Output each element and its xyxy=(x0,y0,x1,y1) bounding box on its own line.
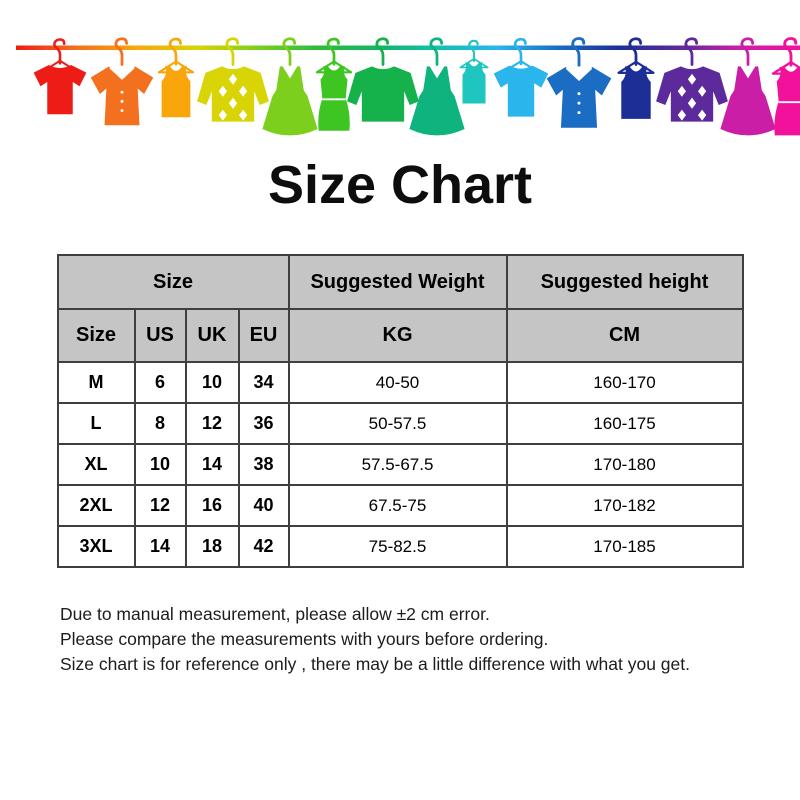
banner-garment-dress-icon xyxy=(409,37,465,136)
banner-rod xyxy=(16,45,800,50)
note-line-1: Due to manual measurement, please allow … xyxy=(60,604,490,624)
size-row: 3XL 14 18 42 75-82.5 170-185 xyxy=(56,525,744,568)
clothes-banner-graphic xyxy=(16,37,800,136)
size-cell: 12 xyxy=(133,484,187,527)
size-cell: 40-50 xyxy=(287,361,508,404)
size-row: L 8 12 36 50-57.5 160-175 xyxy=(56,402,744,445)
size-chart-table: Size Suggested Weight Suggested height S… xyxy=(56,254,744,568)
group-header-weight: Suggested Weight xyxy=(287,254,508,310)
size-cell: 160-170 xyxy=(505,361,744,404)
group-header-row: Size Suggested Weight Suggested height xyxy=(56,254,744,310)
size-cell: 75-82.5 xyxy=(287,525,508,568)
banner-garment-shirt-icon xyxy=(546,37,612,128)
size-cell: 50-57.5 xyxy=(287,402,508,445)
size-cell: 42 xyxy=(237,525,290,568)
size-cell: 160-175 xyxy=(505,402,744,445)
banner-garment-argyle-icon xyxy=(197,37,269,122)
size-cell: 170-180 xyxy=(505,443,744,486)
size-cell: 2XL xyxy=(56,484,136,527)
banner-garment-tank-icon xyxy=(157,37,195,118)
size-cell: 16 xyxy=(184,484,240,527)
size-cell: 40 xyxy=(237,484,290,527)
group-header-size: Size xyxy=(56,254,290,310)
size-cell: 38 xyxy=(237,443,290,486)
clothes-banner xyxy=(0,0,800,142)
banner-garment-tankdress-icon xyxy=(771,37,800,136)
size-cell: 14 xyxy=(133,525,187,568)
col-header-us: US xyxy=(133,308,187,363)
measurement-notes: Due to manual measurement, please allow … xyxy=(60,602,800,677)
size-cell: 3XL xyxy=(56,525,136,568)
col-header-cm: CM xyxy=(505,308,744,363)
size-cell: 12 xyxy=(184,402,240,445)
size-cell: M xyxy=(56,361,136,404)
size-cell: 8 xyxy=(133,402,187,445)
size-cell: L xyxy=(56,402,136,445)
size-cell: 34 xyxy=(237,361,290,404)
size-cell: 170-182 xyxy=(505,484,744,527)
banner-garment-argyle-icon xyxy=(656,37,728,122)
size-cell: 14 xyxy=(184,443,240,486)
banner-garment-tank-icon xyxy=(617,37,655,119)
size-cell: 10 xyxy=(184,361,240,404)
size-cell: 170-185 xyxy=(505,525,744,568)
banner-garment-dress-icon xyxy=(720,37,776,136)
size-cell: 57.5-67.5 xyxy=(287,443,508,486)
note-line-3: Size chart is for reference only , there… xyxy=(60,654,690,674)
col-header-size: Size xyxy=(56,308,136,363)
banner-garment-tank-icon xyxy=(459,39,489,104)
banner-garment-dress-icon xyxy=(262,37,318,136)
sub-header-row: Size US UK EU KG CM xyxy=(56,308,744,363)
col-header-uk: UK xyxy=(184,308,240,363)
col-header-kg: KG xyxy=(287,308,508,363)
size-row: M 6 10 34 40-50 160-170 xyxy=(56,361,744,404)
banner-garment-tshirt-icon xyxy=(33,38,87,115)
size-cell: 10 xyxy=(133,443,187,486)
size-cell: 67.5-75 xyxy=(287,484,508,527)
note-line-2: Please compare the measurements with you… xyxy=(60,629,549,649)
col-header-eu: EU xyxy=(237,308,290,363)
size-row: 2XL 12 16 40 67.5-75 170-182 xyxy=(56,484,744,527)
size-cell: 36 xyxy=(237,402,290,445)
banner-garment-sweater-icon xyxy=(347,37,419,122)
size-cell: 18 xyxy=(184,525,240,568)
page-title: Size Chart xyxy=(267,155,533,215)
size-cell: 6 xyxy=(133,361,187,404)
banner-garment-tshirt-icon xyxy=(493,37,549,117)
banner-garment-tankdress-icon xyxy=(315,37,353,131)
size-row: XL 10 14 38 57.5-67.5 170-180 xyxy=(56,443,744,486)
size-cell: XL xyxy=(56,443,136,486)
group-header-height: Suggested height xyxy=(505,254,744,310)
banner-garment-shirt-icon xyxy=(90,37,154,126)
